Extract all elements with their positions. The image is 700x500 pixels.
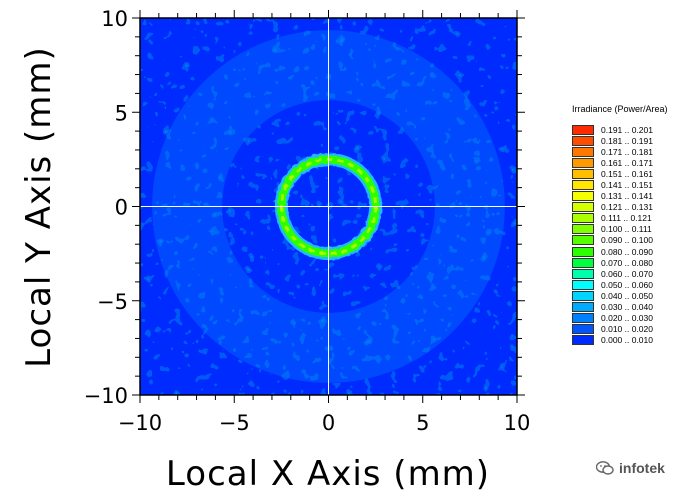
legend-label: 0.070 .. 0.080 — [601, 257, 653, 268]
legend-swatch — [572, 279, 594, 290]
legend-label: 0.131 .. 0.141 — [601, 191, 653, 202]
watermark: infotek — [596, 460, 665, 476]
color-legend: Irradiance (Power/Area) 0.191 .. 0.201 0.… — [572, 104, 697, 346]
legend-entry: 0.000 .. 0.010 — [572, 335, 697, 346]
legend-label: 0.080 .. 0.090 — [601, 246, 653, 257]
legend-label: 0.000 .. 0.010 — [601, 335, 653, 346]
y-tick-label: 10 — [101, 7, 128, 31]
legend-entry: 0.100 .. 0.111 — [572, 224, 697, 235]
legend-swatch — [572, 246, 594, 257]
legend-entry: 0.010 .. 0.020 — [572, 324, 697, 335]
legend-label: 0.030 .. 0.040 — [601, 302, 653, 313]
legend-label: 0.040 .. 0.050 — [601, 290, 653, 301]
legend-label: 0.181 .. 0.191 — [601, 135, 653, 146]
x-tick-label: −5 — [219, 411, 250, 435]
legend-label: 0.050 .. 0.060 — [601, 279, 653, 290]
y-tick-label: 0 — [115, 196, 128, 220]
legend-swatch — [572, 124, 594, 135]
legend-entry: 0.181 .. 0.191 — [572, 135, 697, 146]
legend-entries: 0.191 .. 0.201 0.181 .. 0.191 0.171 .. 0.1… — [572, 124, 697, 346]
legend-swatch — [572, 235, 594, 246]
y-axis-label: Local Y Axis (mm) — [19, 46, 59, 368]
legend-swatch — [572, 313, 594, 324]
legend-label: 0.191 .. 0.201 — [601, 124, 653, 135]
legend-swatch — [572, 224, 594, 235]
y-tick-label: −10 — [84, 384, 128, 408]
legend-label: 0.161 .. 0.171 — [601, 157, 653, 168]
x-tick-label: 10 — [504, 411, 531, 435]
legend-entry: 0.040 .. 0.050 — [572, 290, 697, 301]
legend-swatch — [572, 157, 594, 168]
x-tick-label: 5 — [416, 411, 429, 435]
legend-label: 0.060 .. 0.070 — [601, 268, 653, 279]
legend-label: 0.151 .. 0.161 — [601, 168, 653, 179]
legend-swatch — [572, 268, 594, 279]
legend-swatch — [572, 180, 594, 191]
legend-swatch — [572, 146, 594, 157]
legend-entry: 0.080 .. 0.090 — [572, 246, 697, 257]
legend-entry: 0.131 .. 0.141 — [572, 191, 697, 202]
legend-entry: 0.161 .. 0.171 — [572, 157, 697, 168]
legend-swatch — [572, 135, 594, 146]
legend-swatch — [572, 290, 594, 301]
legend-entry: 0.090 .. 0.100 — [572, 235, 697, 246]
y-tick-label: 5 — [115, 101, 128, 125]
legend-label: 0.100 .. 0.111 — [601, 224, 652, 235]
legend-entry: 0.050 .. 0.060 — [572, 279, 697, 290]
legend-swatch — [572, 257, 594, 268]
legend-entry: 0.070 .. 0.080 — [572, 257, 697, 268]
legend-entry: 0.030 .. 0.040 — [572, 302, 697, 313]
x-tick-label: −10 — [118, 411, 162, 435]
legend-entry: 0.191 .. 0.201 — [572, 124, 697, 135]
legend-swatch — [572, 202, 594, 213]
x-axis-label: Local X Axis (mm) — [166, 454, 490, 494]
legend-label: 0.121 .. 0.131 — [601, 202, 653, 213]
legend-label: 0.111 .. 0.121 — [601, 213, 652, 224]
legend-swatch — [572, 324, 594, 335]
legend-entry: 0.141 .. 0.151 — [572, 179, 697, 191]
legend-entry: 0.171 .. 0.181 — [572, 146, 697, 157]
legend-label: 0.020 .. 0.030 — [601, 313, 653, 324]
axes: −10 −5 0 5 10 10 5 0 −5 −10 — [84, 7, 531, 435]
legend-swatch — [572, 302, 594, 313]
x-tick-label: 0 — [322, 411, 335, 435]
legend-swatch — [572, 191, 594, 202]
y-tick-label: −5 — [97, 290, 128, 314]
legend-swatch — [572, 335, 594, 346]
legend-swatch — [572, 168, 594, 179]
legend-label: 0.171 .. 0.181 — [601, 146, 653, 157]
legend-label: 0.010 .. 0.020 — [601, 324, 653, 335]
legend-label: 0.141 .. 0.151 — [601, 180, 653, 191]
wechat-icon — [596, 461, 614, 475]
legend-entry: 0.060 .. 0.070 — [572, 268, 697, 279]
legend-title: Irradiance (Power/Area) — [572, 104, 668, 114]
legend-entry: 0.020 .. 0.030 — [572, 313, 697, 324]
legend-swatch — [572, 213, 594, 224]
legend-entry: 0.111 .. 0.121 — [572, 213, 697, 224]
heatmap-area — [140, 18, 517, 395]
legend-entry: 0.151 .. 0.161 — [572, 168, 697, 179]
watermark-text: infotek — [619, 460, 665, 476]
legend-label: 0.090 .. 0.100 — [601, 235, 653, 246]
legend-entry: 0.121 .. 0.131 — [572, 202, 697, 213]
